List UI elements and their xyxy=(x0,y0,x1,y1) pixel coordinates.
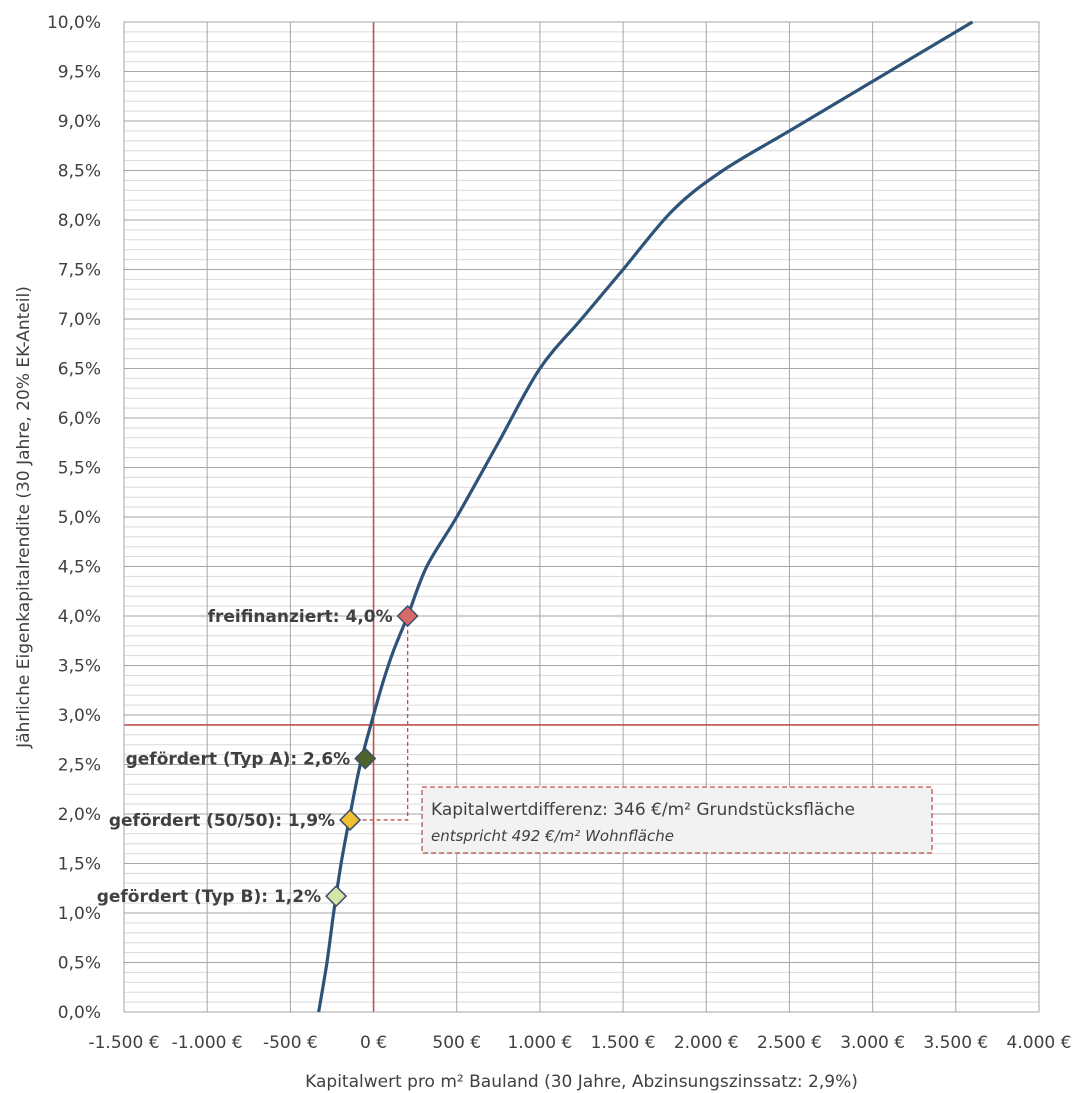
annotation-connectors xyxy=(350,616,409,821)
y-tick-label: 10,0% xyxy=(47,13,101,33)
x-tick-label: 2.500 € xyxy=(757,1033,822,1053)
y-tick-label: 9,0% xyxy=(58,112,101,132)
x-tick-label: 3.500 € xyxy=(923,1033,988,1053)
y-tick-label: 0,5% xyxy=(58,954,101,974)
y-axis-title: Jährliche Eigenkapitalrendite (30 Jahre,… xyxy=(14,286,34,749)
annotation-box: Kapitalwertdifferenz: 346 €/m² Grundstüc… xyxy=(421,786,933,854)
y-tick-label: 4,5% xyxy=(58,558,101,578)
data-point-marker xyxy=(325,885,348,908)
plot-frame xyxy=(123,21,1040,1013)
annotation-frame xyxy=(421,786,933,854)
y-tick-label: 6,5% xyxy=(58,360,101,380)
x-axis-title: Kapitalwert pro m² Bauland (30 Jahre, Ab… xyxy=(305,1072,858,1092)
reference-lines xyxy=(124,22,1039,1012)
x-tick-label: 0 € xyxy=(360,1033,387,1053)
data-point-marker xyxy=(354,747,377,770)
y-tick-label: 8,0% xyxy=(58,211,101,231)
y-tick-label: 2,5% xyxy=(58,756,101,776)
y-tick-labels: 0,0% 0,5% 1,0% 1,5% 2,0% 2,5% 3,0% 3,5% 4,0% 4,5%… xyxy=(47,13,101,1023)
y-tick-label: 2,0% xyxy=(58,805,101,825)
data-point-label: gefördert (50/50): 1,9% xyxy=(109,811,335,831)
connector-line xyxy=(350,616,409,821)
y-tick-label: 3,5% xyxy=(58,657,101,677)
data-point-label: gefördert (Typ B): 1,2% xyxy=(97,887,321,907)
x-tick-label: 4.000 € xyxy=(1007,1033,1072,1053)
x-tick-label: -1.000 € xyxy=(172,1033,243,1053)
annotation-line-2: entspricht 492 €/m² Wohnfläche xyxy=(431,827,674,845)
y-tick-label: 9,5% xyxy=(58,63,101,83)
points-layer: freifinanziert: 4,0% gefördert (Typ A): 2… xyxy=(97,604,419,908)
y-tick-label: 1,0% xyxy=(58,904,101,924)
y-tick-label: 4,0% xyxy=(58,607,101,627)
y-tick-label: 7,0% xyxy=(58,310,101,330)
major-grid xyxy=(123,21,1040,1013)
y-tick-label: 7,5% xyxy=(58,261,101,281)
y-tick-label: 6,0% xyxy=(58,409,101,429)
x-tick-label: 1.000 € xyxy=(507,1033,572,1053)
y-tick-label: 0,0% xyxy=(58,1003,101,1023)
y-tick-label: 8,5% xyxy=(58,162,101,182)
x-tick-label: 500 € xyxy=(432,1033,481,1053)
y-tick-label: 3,0% xyxy=(58,706,101,726)
x-tick-label: -500 € xyxy=(263,1033,318,1053)
data-point-marker xyxy=(339,808,362,832)
x-tick-label: 1.500 € xyxy=(591,1033,656,1053)
x-tick-label: 2.000 € xyxy=(674,1033,739,1053)
x-tick-label: -1.500 € xyxy=(88,1033,159,1053)
y-tick-label: 1,5% xyxy=(58,855,101,875)
data-point-marker xyxy=(396,604,419,628)
data-point-label: freifinanziert: 4,0% xyxy=(208,607,393,627)
y-tick-label: 5,5% xyxy=(58,459,101,479)
y-tick-label: 5,0% xyxy=(58,508,101,528)
annotation-line-1: Kapitalwertdifferenz: 346 €/m² Grundstüc… xyxy=(431,800,855,820)
x-tick-label: 3.000 € xyxy=(840,1033,905,1053)
x-tick-labels: -1.500 € -1.000 € -500 € 0 € 500 € 1.000 € 1.5… xyxy=(88,1033,1071,1053)
data-point-label: gefördert (Typ A): 2,6% xyxy=(126,750,351,770)
